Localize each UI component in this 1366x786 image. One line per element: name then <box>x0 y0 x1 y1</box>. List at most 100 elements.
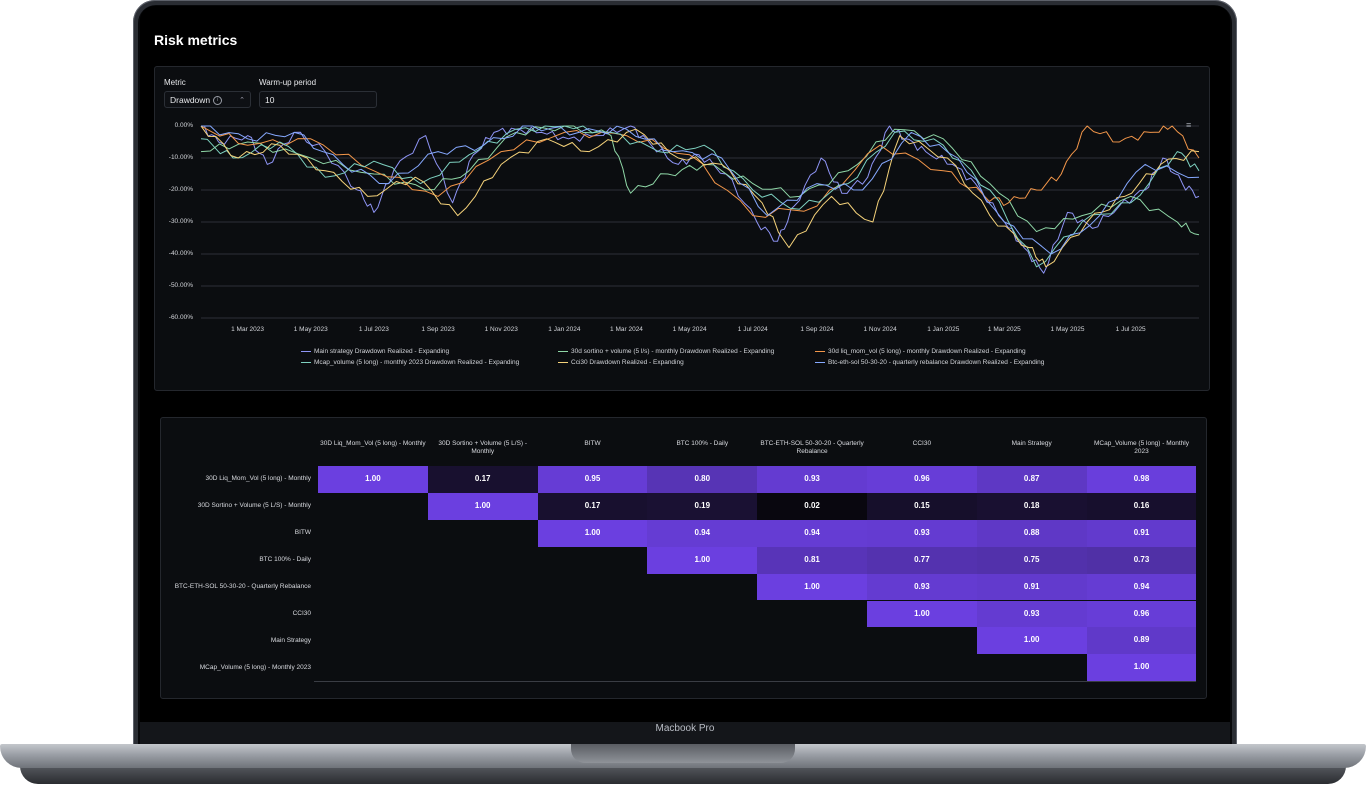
heatmap-column-label: MCap_Volume (5 long) - Monthly 2023 <box>1093 440 1189 455</box>
legend-swatch <box>558 350 568 353</box>
x-tick-label: 1 Sep 2024 <box>800 326 834 333</box>
heatmap-cell[interactable]: 0.89 <box>1086 627 1197 655</box>
device-label: Macbook Pro <box>655 723 715 734</box>
x-tick-label: 1 Nov 2024 <box>863 326 897 333</box>
x-tick-label: 1 Jul 2024 <box>737 326 768 333</box>
heatmap-cell[interactable]: 0.93 <box>867 573 977 601</box>
legend-item-liq[interactable]: 30d liq_mom_vol (5 long) - monthly Drawd… <box>815 348 1026 355</box>
series-line-mcap[interactable] <box>200 125 1200 268</box>
heatmap-cell[interactable]: 0.81 <box>757 546 867 574</box>
heatmap-cell[interactable]: 0.75 <box>976 546 1087 574</box>
heatmap-row-label: BTC-ETH-SOL 50-30-20 - Quarterly Rebalan… <box>174 583 311 591</box>
heatmap-cell[interactable]: 0.88 <box>976 519 1087 547</box>
heatmap-column-label: BTC 100% - Daily <box>676 440 729 447</box>
x-tick-label: 1 Jul 2023 <box>358 326 389 333</box>
heatmap-cell[interactable]: 0.93 <box>976 600 1087 628</box>
metric-label: Metric <box>164 78 186 87</box>
heatmap-cell[interactable]: 0.77 <box>867 546 977 574</box>
laptop-notch <box>571 744 795 763</box>
x-tick-label: 1 Mar 2024 <box>610 326 643 333</box>
x-tick-label: 1 Sep 2023 <box>421 326 455 333</box>
series-line-main[interactable] <box>201 125 1200 274</box>
heatmap-cell[interactable]: 0.19 <box>647 492 758 520</box>
heatmap-column-label: CCI30 <box>912 440 932 447</box>
info-icon[interactable]: i <box>213 96 223 106</box>
legend-item-cci30[interactable]: Cci30 Drawdown Realized - Expanding <box>558 359 684 366</box>
heatmap-cell[interactable]: 0.93 <box>757 466 867 493</box>
laptop-base-shadow <box>20 766 1346 784</box>
warmup-input-value: 10 <box>265 95 275 105</box>
legend-item-sortino[interactable]: 30d sortino + volume (5 l/s) - monthly D… <box>558 348 774 355</box>
chart-menu-icon[interactable]: ≡ <box>1186 120 1192 130</box>
heatmap-cell[interactable]: 0.98 <box>1086 466 1197 493</box>
y-tick-label: 0.00% <box>174 122 193 129</box>
heatmap-cell[interactable]: 0.91 <box>976 573 1087 601</box>
y-tick-label: -20.00% <box>168 186 193 193</box>
x-tick-label: 1 Jan 2024 <box>548 326 581 333</box>
heatmap-row-label: 30D Liq_Mom_Vol (5 long) - Monthly <box>205 475 312 483</box>
heatmap-cell[interactable]: 1.00 <box>318 466 428 493</box>
legend-swatch <box>301 361 311 364</box>
series-line-liq[interactable] <box>200 125 1200 218</box>
app-screen: Risk metrics Metric Drawdown i ⌃ Warm-up … <box>140 6 1230 722</box>
x-tick-label: 1 Mar 2023 <box>231 326 265 333</box>
heatmap-cell[interactable]: 0.94 <box>1086 573 1197 601</box>
metric-select-value: Drawdown <box>170 95 211 105</box>
heatmap-column-label: 30D Liq_Mom_Vol (5 long) - Monthly <box>320 440 426 447</box>
legend-swatch <box>815 361 825 364</box>
drawdown-chart <box>200 125 1200 319</box>
y-tick-label: -10.00% <box>168 154 193 161</box>
heatmap-cell[interactable]: 0.17 <box>537 492 648 520</box>
heatmap-cell[interactable]: 1.00 <box>867 600 977 628</box>
x-tick-label: 1 Nov 2023 <box>484 326 518 333</box>
warmup-input[interactable]: 10 <box>259 91 377 108</box>
warmup-label: Warm-up period <box>259 78 317 87</box>
heatmap-cell[interactable]: 1.00 <box>647 546 758 574</box>
heatmap-axis-line <box>314 681 1197 683</box>
heatmap-cell[interactable]: 0.94 <box>757 519 867 547</box>
legend-label: Btc-eth-sol 50-30-20 - quarterly rebalan… <box>828 359 1045 366</box>
heatmap-row-label: BTC 100% - Daily <box>259 556 311 564</box>
heatmap-cell[interactable]: 0.16 <box>1086 492 1197 520</box>
page-title: Risk metrics <box>154 32 238 48</box>
heatmap-row-label: MCap_Volume (5 long) - Monthly 2023 <box>199 663 311 671</box>
heatmap-cell[interactable]: 0.17 <box>427 466 538 493</box>
heatmap-cell[interactable]: 0.73 <box>1086 546 1197 574</box>
x-tick-label: 1 Mar 2025 <box>987 326 1021 333</box>
heatmap-cell[interactable]: 1.00 <box>427 492 538 520</box>
x-tick-label: 1 May 2025 <box>1050 326 1085 333</box>
heatmap-cell[interactable]: 1.00 <box>537 519 648 547</box>
heatmap-cell[interactable]: 0.96 <box>1086 600 1197 628</box>
legend-label: Main strategy Drawdown Realized - Expand… <box>314 348 450 355</box>
heatmap-cell[interactable]: 0.18 <box>976 492 1087 520</box>
laptop-chin: Macbook Pro <box>140 722 1230 746</box>
heatmap-cell[interactable]: 1.00 <box>976 627 1087 655</box>
heatmap-cell[interactable]: 0.95 <box>537 466 648 493</box>
heatmap-cell[interactable]: 0.02 <box>757 492 867 520</box>
x-tick-label: 1 Jan 2025 <box>927 326 960 333</box>
heatmap-cell[interactable]: 0.80 <box>647 466 758 493</box>
heatmap-column-label: BITW <box>584 440 601 447</box>
heatmap-column-label: 30D Sortino + Volume (5 L/S) - Monthly <box>438 440 528 455</box>
series-line-btceth[interactable] <box>201 125 1200 255</box>
y-tick-label: -40.00% <box>168 250 193 257</box>
heatmap-cell[interactable]: 0.93 <box>867 519 977 547</box>
legend-item-main[interactable]: Main strategy Drawdown Realized - Expand… <box>301 348 449 355</box>
y-tick-label: -60.00% <box>168 314 193 321</box>
metric-select[interactable]: Drawdown i ⌃ <box>164 91 251 108</box>
heatmap-row-label: CCI30 <box>292 609 311 617</box>
heatmap-cell[interactable]: 0.15 <box>867 492 977 520</box>
heatmap-cell[interactable]: 0.91 <box>1086 519 1197 547</box>
heatmap-cell[interactable]: 1.00 <box>757 573 867 601</box>
legend-item-mcap[interactable]: Mcap_volume (5 long) - monthly 2023 Draw… <box>301 359 519 366</box>
legend-label: Cci30 Drawdown Realized - Expanding <box>571 359 684 366</box>
legend-label: 30d liq_mom_vol (5 long) - monthly Drawd… <box>828 348 1026 355</box>
legend-swatch <box>301 350 311 353</box>
legend-swatch <box>558 361 568 364</box>
heatmap-cell[interactable]: 0.96 <box>867 466 977 493</box>
heatmap-cell[interactable]: 1.00 <box>1086 654 1197 682</box>
heatmap-cell[interactable]: 0.87 <box>976 466 1087 493</box>
heatmap-row-label: 30D Sortino + Volume (5 L/S) - Monthly <box>197 502 311 510</box>
heatmap-cell[interactable]: 0.94 <box>647 519 758 547</box>
legend-item-btceth[interactable]: Btc-eth-sol 50-30-20 - quarterly rebalan… <box>815 359 1044 366</box>
